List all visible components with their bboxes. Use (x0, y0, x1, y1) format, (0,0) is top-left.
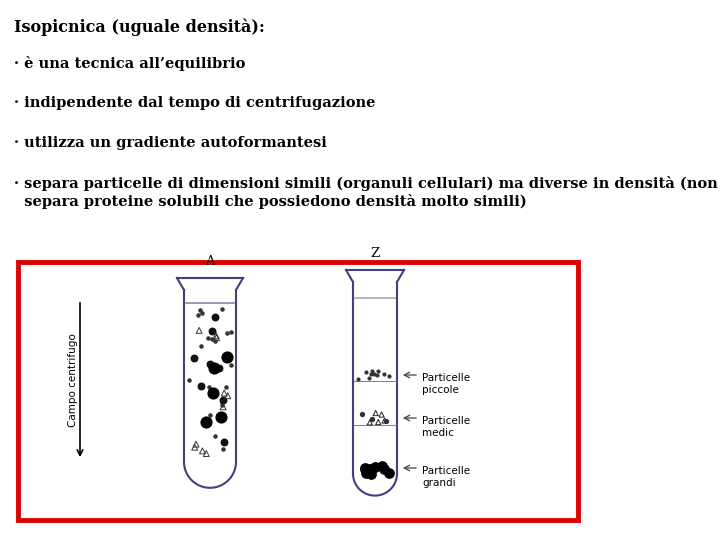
Point (359, 463, 371, 472)
Point (219, 438, 230, 447)
Point (363, 374, 374, 382)
Text: Particelle
medic: Particelle medic (422, 416, 470, 437)
Point (210, 337, 221, 346)
Point (371, 371, 382, 380)
Point (372, 367, 383, 375)
Point (366, 415, 378, 423)
Point (190, 440, 202, 448)
Point (216, 398, 228, 407)
Point (218, 389, 230, 397)
Point (207, 335, 218, 343)
Point (365, 469, 377, 478)
Bar (18, 262, 578, 520)
Point (217, 401, 228, 409)
Point (365, 370, 377, 379)
Text: · utilizza un gradiente autoformantesi: · utilizza un gradiente autoformantesi (14, 136, 327, 150)
Point (379, 465, 390, 474)
Point (195, 382, 207, 390)
Point (221, 328, 233, 337)
Point (376, 410, 387, 419)
Point (189, 443, 200, 451)
Point (194, 326, 205, 335)
Point (201, 449, 212, 458)
Point (225, 361, 237, 369)
Point (370, 409, 382, 417)
Point (189, 353, 200, 362)
Point (377, 462, 388, 470)
Text: Particelle
grandi: Particelle grandi (422, 466, 470, 488)
Point (353, 374, 364, 383)
Point (211, 333, 222, 342)
Point (204, 410, 216, 419)
Point (360, 368, 372, 376)
Point (220, 383, 231, 391)
Point (208, 363, 220, 372)
Point (196, 309, 207, 318)
Point (197, 447, 208, 455)
Point (213, 363, 225, 372)
Point (206, 327, 217, 335)
Point (194, 306, 205, 314)
Point (383, 372, 395, 381)
Point (184, 375, 195, 384)
Point (222, 353, 233, 361)
Point (196, 380, 207, 389)
Point (356, 410, 368, 418)
Text: Z: Z (370, 247, 379, 260)
Point (202, 333, 213, 342)
Point (215, 413, 227, 421)
Text: Campo centrifugo: Campo centrifugo (68, 333, 78, 427)
Text: Particelle
piccole: Particelle piccole (422, 373, 470, 395)
Point (204, 359, 216, 368)
Text: · è una tecnica all’equilibrio: · è una tecnica all’equilibrio (14, 56, 246, 71)
Point (368, 370, 379, 379)
Point (193, 310, 204, 319)
Point (379, 416, 390, 425)
Point (217, 402, 229, 411)
Point (361, 469, 372, 478)
Point (369, 462, 381, 471)
Point (364, 464, 376, 473)
Point (210, 431, 221, 440)
Point (384, 469, 395, 477)
Point (195, 342, 207, 350)
Point (364, 418, 376, 427)
Point (200, 417, 212, 426)
Text: · indipendente dal tempo di centrifugazione: · indipendente dal tempo di centrifugazi… (14, 96, 376, 110)
Point (217, 304, 228, 313)
Text: separa proteine solubili che possiedono densità molto simili): separa proteine solubili che possiedono … (14, 194, 527, 209)
Point (359, 464, 371, 473)
Point (203, 383, 215, 391)
Point (210, 332, 222, 340)
Point (217, 396, 229, 404)
Text: Isopicnica (uguale densità):: Isopicnica (uguale densità): (14, 18, 265, 36)
Point (217, 445, 229, 454)
Text: A: A (205, 255, 215, 268)
Point (366, 367, 377, 375)
Point (372, 418, 384, 427)
Point (378, 369, 390, 378)
Point (222, 392, 233, 400)
Point (207, 388, 219, 397)
Text: · separa particelle di dimensioni simili (organuli cellulari) ma diverse in dens: · separa particelle di dimensioni simili… (14, 176, 718, 191)
Point (210, 313, 221, 321)
Point (225, 327, 236, 336)
Point (380, 416, 392, 425)
